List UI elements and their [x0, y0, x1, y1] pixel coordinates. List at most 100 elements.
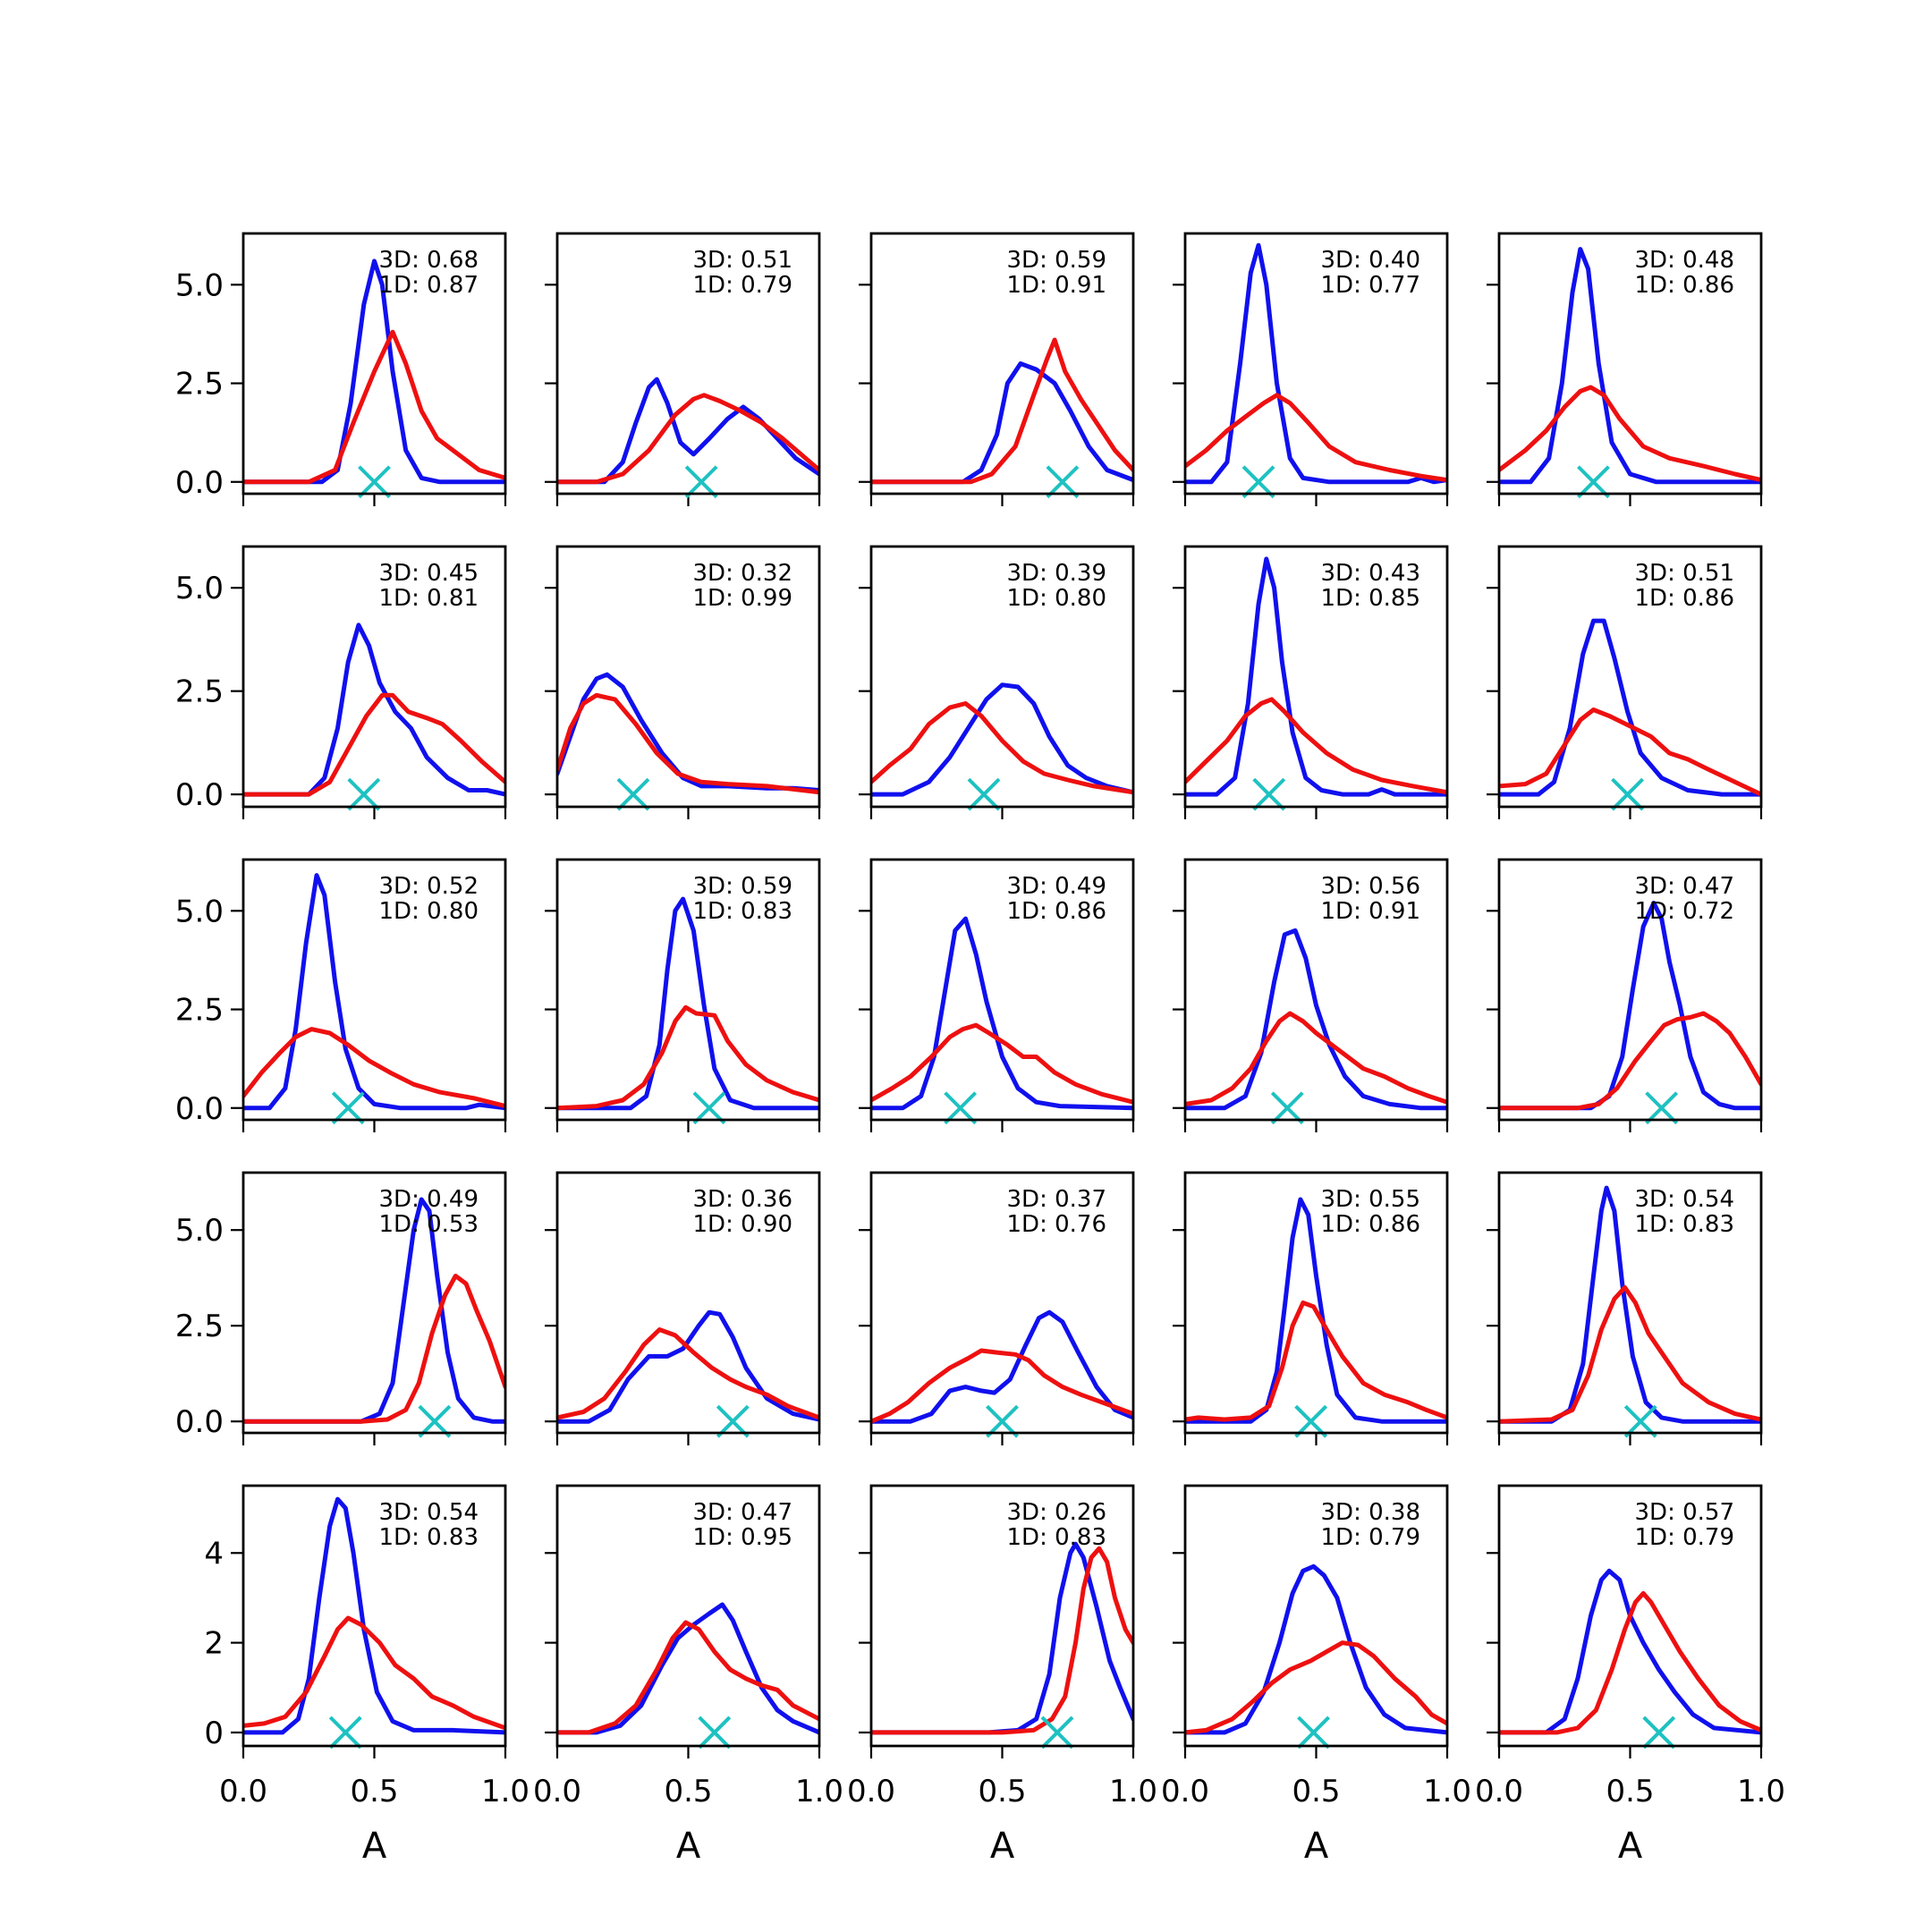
plot-area [243, 1496, 505, 1735]
series-red-line [243, 1615, 505, 1731]
series-red-line [243, 1027, 505, 1109]
x-marker-stroke [986, 1404, 1019, 1438]
plot-area [1185, 1563, 1447, 1735]
series-red-line [1499, 385, 1761, 483]
plot-area [1185, 1197, 1447, 1424]
x-marker-stroke [331, 1091, 365, 1125]
x-marker [1270, 1091, 1304, 1125]
panel-annotation: 1D: 0.83 [1007, 1524, 1106, 1551]
y-tick-label: 0 [204, 1716, 224, 1751]
series-red-line [557, 1620, 819, 1735]
series-red-line [871, 701, 1133, 795]
panel-annotation: 1D: 0.85 [1321, 585, 1420, 612]
x-tick-label: 0.0 [219, 1774, 267, 1809]
panel-annotation: 3D: 0.48 [1635, 247, 1734, 274]
series-blue-line [1185, 928, 1447, 1111]
panel-annotation: 1D: 0.86 [1635, 585, 1734, 612]
series-red-line [1185, 697, 1447, 795]
panel-annotation: 1D: 0.86 [1635, 272, 1734, 299]
subplot-frame [1497, 1484, 1763, 1748]
x-marker [331, 1091, 365, 1125]
x-marker-stroke [1611, 777, 1644, 811]
x-marker [347, 777, 381, 811]
x-marker [716, 1404, 750, 1438]
panel-annotation: 1D: 0.77 [1321, 272, 1420, 299]
plot-area [1499, 901, 1761, 1111]
plot-area [1185, 928, 1447, 1111]
y-tick-label: 4 [204, 1536, 224, 1572]
plot-area [1499, 247, 1761, 485]
x-axis-label: A [362, 1826, 387, 1867]
y-tick-label: 2.5 [175, 367, 224, 402]
series-blue-line [1499, 247, 1761, 485]
panel-annotation: 1D: 0.80 [1007, 585, 1106, 612]
x-axis-label: A [676, 1826, 701, 1867]
x-tick-label: 0.0 [847, 1774, 895, 1809]
x-marker [1040, 1716, 1074, 1750]
plot-area [557, 1309, 819, 1424]
panel-annotation: 1D: 0.81 [379, 585, 479, 612]
panel-annotation: 3D: 0.55 [1321, 1186, 1420, 1213]
plot-area [871, 1541, 1133, 1735]
panel-annotation: 3D: 0.56 [1321, 873, 1420, 900]
panel-annotation: 1D: 0.83 [1635, 1211, 1734, 1238]
subplot-frame [1183, 232, 1449, 496]
panel-annotation: 1D: 0.83 [693, 898, 792, 925]
x-marker [418, 1404, 452, 1438]
x-marker-stroke [1577, 465, 1610, 499]
panel-annotation: 1D: 0.80 [379, 898, 479, 925]
panel-annotation: 1D: 0.86 [1007, 898, 1106, 925]
x-tick-label: 1.0 [1737, 1774, 1785, 1809]
subplot-frame [1183, 1171, 1449, 1435]
x-marker-stroke [1623, 1404, 1657, 1438]
series-blue-line [1499, 1185, 1761, 1424]
panel-annotation: 1D: 0.72 [1635, 898, 1734, 925]
panel-annotation: 1D: 0.79 [1635, 1524, 1734, 1551]
x-marker [967, 777, 1001, 811]
x-marker-stroke [1270, 1091, 1304, 1125]
panel-annotation: 3D: 0.38 [1321, 1499, 1420, 1526]
x-marker [698, 1716, 732, 1750]
x-marker [944, 1091, 978, 1125]
y-tick-label: 2.5 [175, 674, 224, 710]
panel-annotation: 3D: 0.59 [693, 873, 792, 900]
x-marker-stroke [1040, 1716, 1074, 1750]
x-tick-label: 0.5 [1292, 1774, 1340, 1809]
panel-annotation: 1D: 0.79 [693, 272, 792, 299]
x-marker-stroke [347, 777, 381, 811]
series-red-line [871, 1022, 1133, 1105]
subplot-frame [555, 232, 821, 496]
series-blue-line [871, 916, 1133, 1111]
series-blue-line [871, 682, 1133, 797]
x-marker [1611, 777, 1644, 811]
series-blue-line [557, 896, 819, 1111]
series-blue-line [557, 1309, 819, 1424]
x-marker [1577, 465, 1610, 499]
y-tick-label: 5.0 [175, 267, 224, 303]
x-tick-label: 0.5 [350, 1774, 398, 1809]
x-tick-label: 0.5 [978, 1774, 1026, 1809]
x-axis-label: A [1618, 1826, 1643, 1867]
x-marker-stroke [716, 1404, 750, 1438]
plot-area [557, 672, 819, 795]
x-axis-label: A [990, 1826, 1015, 1867]
panel-annotation: 3D: 0.40 [1321, 247, 1420, 274]
x-axis-label: A [1304, 1826, 1329, 1867]
series-blue-line [243, 623, 505, 797]
x-marker-stroke [944, 1091, 978, 1125]
subplot-frame [869, 1171, 1135, 1435]
series-red-line [1499, 1011, 1761, 1111]
panel-annotation: 3D: 0.49 [1007, 873, 1106, 900]
series-red-line [1499, 708, 1761, 797]
subplot-frame [242, 232, 507, 496]
panel-annotation: 1D: 0.53 [379, 1211, 479, 1238]
